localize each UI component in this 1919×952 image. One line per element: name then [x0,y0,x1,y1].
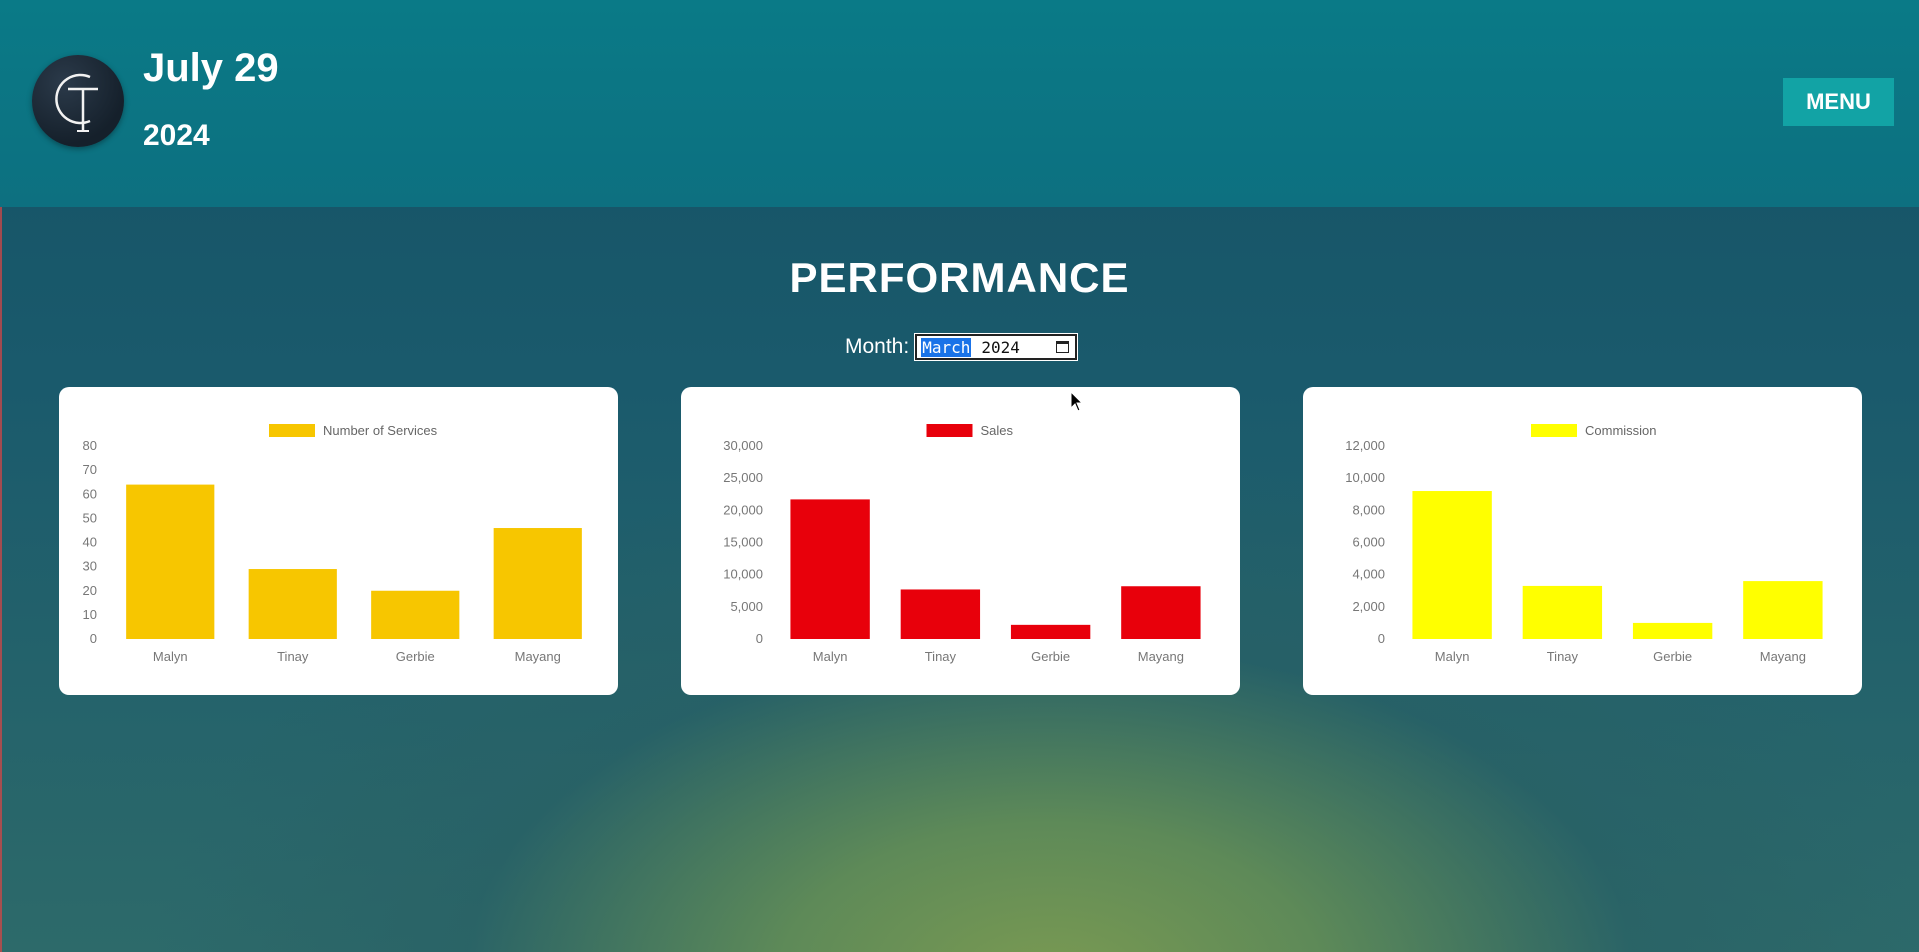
bar-mayang [1121,586,1201,639]
x-tick-label: Tinay [277,649,309,664]
bar-malyn [790,499,870,639]
commission-chart-card: 0 2,000 4,000 6,000 8,000 10,000 12,000 Malyn Ti… [1303,387,1862,695]
bar-gerbie [371,590,460,639]
y-tick-label: 20 [83,583,97,598]
x-tick-label: Gerbie [396,649,435,664]
month-filter: Month: March 2024 [845,333,1079,361]
y-tick-label: 30,000 [723,438,763,453]
x-tick-label: Tinay [1547,649,1579,664]
y-tick-label: 0 [756,631,763,646]
y-tick-label: 10,000 [723,567,763,582]
legend-label: Commission [1585,423,1657,438]
y-tick-label: 50 [83,510,97,525]
legend-swatch [926,424,973,437]
y-tick-label: 4,000 [1352,567,1385,582]
y-tick-label: 20,000 [723,502,763,517]
bar-gerbie [1632,622,1713,639]
y-tick-label: 5,000 [730,599,763,614]
y-tick-label: 10,000 [1345,470,1385,485]
header-bar: July 29 2024 MENU [0,0,1919,207]
y-tick-label: 40 [83,535,97,550]
y-tick-label: 60 [83,486,97,501]
x-tick-label: Gerbie [1653,649,1692,664]
y-tick-label: 30 [83,559,97,574]
legend-label: Number of Services [323,423,438,438]
page-title: PERFORMANCE [789,254,1130,301]
month-label: Month: [845,335,910,358]
x-tick-label: Malyn [153,649,188,664]
y-tick-label: 15,000 [723,535,763,550]
header-date-year: 2024 [143,119,210,152]
legend-swatch [1531,424,1577,437]
y-tick-label: 8,000 [1352,502,1385,517]
legend-label: Sales [981,423,1014,438]
bar-malyn [126,484,215,639]
x-tick-label: Malyn [813,649,848,664]
y-tick-label: 2,000 [1352,599,1385,614]
window-edge [0,0,2,952]
services-chart-card: 0 10 20 30 40 50 60 70 80 Malyn Tinay Gerbie Mayang N… [59,387,618,695]
y-tick-label: 10 [83,607,97,622]
y-tick-label: 70 [83,462,97,477]
month-input[interactable]: March 2024 [914,333,1079,361]
bar-gerbie [1010,624,1091,639]
y-tick-label: 0 [1378,631,1385,646]
logo-monogram-icon [55,73,98,132]
y-tick-label: 80 [83,438,97,453]
month-year: 2024 [981,337,1020,357]
y-tick-label: 0 [90,631,97,646]
calendar-icon[interactable] [1056,341,1070,353]
menu-button[interactable]: MENU [1783,78,1894,126]
mouse-pointer-icon [1070,391,1084,412]
x-tick-label: Mayang [515,649,561,664]
header-date-day: July 29 [143,46,279,90]
y-tick-label: 25,000 [723,470,763,485]
bar-mayang [493,528,582,639]
y-tick-label: 6,000 [1352,535,1385,550]
x-tick-label: Gerbie [1031,649,1070,664]
y-tick-label: 12,000 [1345,438,1385,453]
legend-swatch [269,424,315,437]
bar-tinay [248,569,337,639]
x-tick-label: Malyn [1435,649,1470,664]
services-chart: 0 10 20 30 40 50 60 70 80 Malyn Tinay Gerbie Mayang N… [83,423,582,664]
bar-mayang [1743,581,1823,639]
sales-chart: 0 5,000 10,000 15,000 20,000 25,000 30,000 Maly… [723,423,1201,664]
month-value: March [921,337,972,357]
bar-tinay [1522,585,1603,639]
x-tick-label: Mayang [1138,649,1184,664]
x-tick-label: Mayang [1760,649,1806,664]
bar-tinay [900,589,981,639]
x-tick-label: Tinay [925,649,957,664]
sales-chart-card: 0 5,000 10,000 15,000 20,000 25,000 30,000 Maly… [681,387,1240,695]
logo[interactable] [32,55,124,147]
bar-malyn [1412,491,1492,639]
commission-chart: 0 2,000 4,000 6,000 8,000 10,000 12,000 Malyn Ti… [1345,423,1823,664]
